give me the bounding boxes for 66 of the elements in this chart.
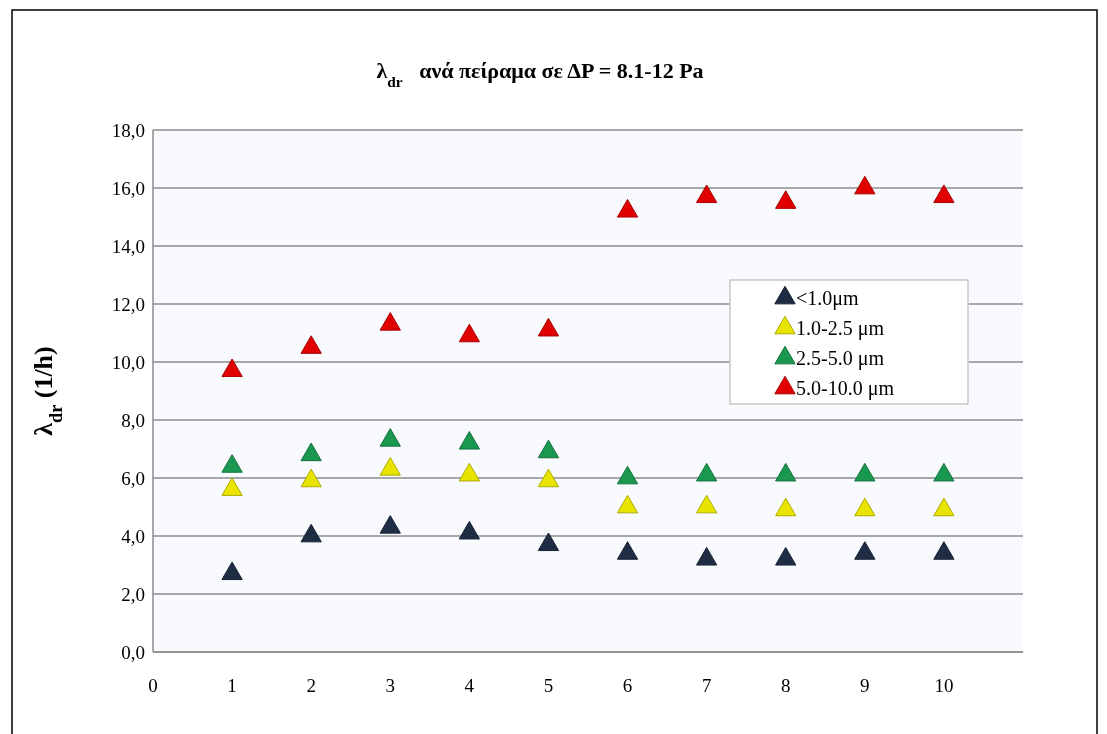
point (933, 184, 955, 204)
y-tick-label: 10,0 (111, 351, 145, 373)
point (300, 335, 322, 354)
point (616, 541, 639, 560)
point (695, 494, 718, 514)
chart-title: λ$_{dr}$ ανά πείραμα σε ΔP = 8.1-12 Pa (376, 58, 704, 90)
point (616, 198, 639, 218)
point (695, 462, 718, 482)
point (775, 546, 797, 566)
point (775, 462, 797, 482)
point (537, 317, 560, 337)
point (458, 462, 481, 482)
point (379, 428, 401, 447)
legend-label: 2.5-5.0 μm (796, 347, 885, 370)
point (221, 358, 243, 378)
x-tick-label: 10 (934, 675, 954, 696)
point (695, 184, 718, 204)
x-tick-label: 0 (148, 675, 158, 696)
point (695, 546, 718, 566)
point (854, 462, 876, 482)
legend-label: 5.0-10.0 μm (796, 377, 895, 400)
point (933, 541, 955, 560)
y-tick-label: 2,0 (121, 583, 145, 605)
y-tick-label: 14,0 (111, 235, 145, 257)
x-tick-label: 5 (543, 675, 554, 696)
x-tick-label: 3 (385, 675, 396, 696)
point (458, 430, 481, 450)
legend-label: 1.0-2.5 μm (796, 317, 885, 340)
x-tick-label: 4 (464, 675, 475, 696)
point (458, 323, 481, 343)
y-tick-label: 4,0 (121, 525, 145, 547)
y-tick-label: 18,0 (111, 119, 145, 141)
point (300, 442, 322, 462)
point (221, 477, 243, 496)
point (775, 497, 797, 517)
point (537, 439, 560, 459)
legend-label: <1.0μm (796, 287, 859, 310)
point (933, 462, 955, 482)
point (775, 190, 797, 209)
point (933, 497, 955, 517)
point (854, 175, 876, 195)
y-tick-label: 12,0 (111, 293, 145, 315)
point (616, 494, 639, 514)
x-tick-label: 6 (622, 675, 633, 696)
point (854, 541, 876, 560)
point (379, 515, 401, 534)
point (616, 465, 639, 485)
point (537, 468, 560, 488)
x-tick-label: 1 (227, 675, 237, 696)
point (458, 520, 481, 540)
point (221, 454, 243, 473)
y-tick-label: 6,0 (121, 467, 145, 489)
x-tick-label: 8 (780, 675, 791, 696)
point (379, 457, 401, 476)
point (854, 497, 876, 517)
point (300, 523, 322, 543)
point (221, 561, 243, 581)
y-tick-label: 8,0 (121, 409, 145, 431)
point (379, 312, 401, 331)
x-tick-label: 2 (306, 675, 316, 696)
x-tick-label: 7 (701, 675, 712, 696)
y-tick-label: 0,0 (121, 641, 145, 663)
point (300, 468, 322, 488)
x-tick-label: 9 (860, 675, 870, 696)
y-tick-label: 16,0 (111, 177, 145, 199)
point (537, 532, 560, 552)
